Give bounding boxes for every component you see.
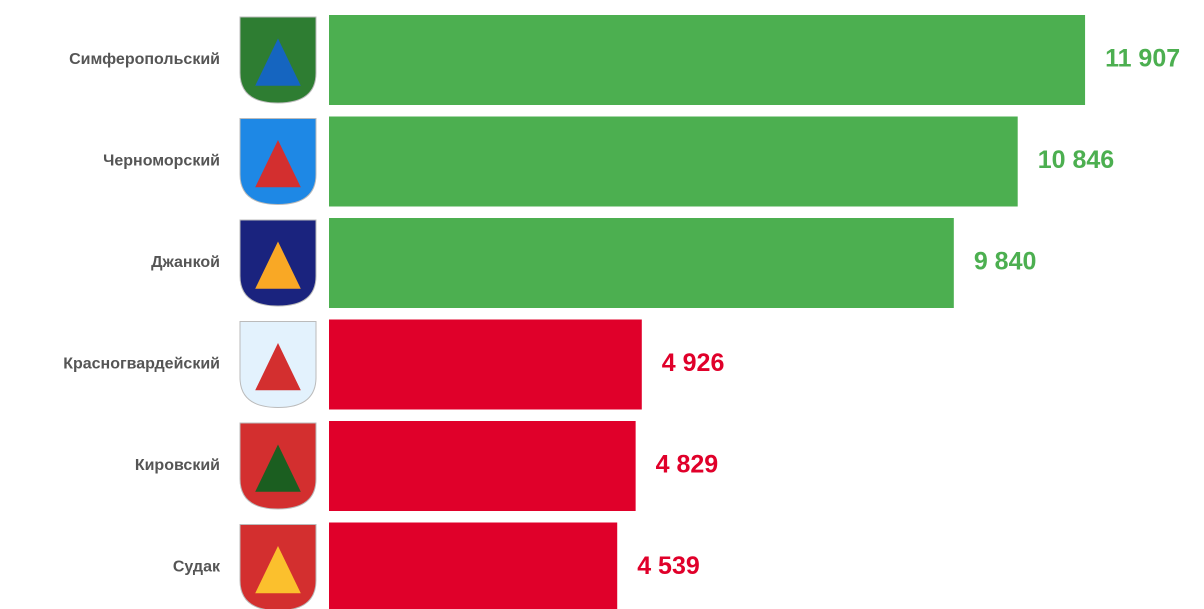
bar bbox=[329, 116, 1018, 207]
category-label: Черноморский bbox=[103, 153, 220, 170]
bar bbox=[329, 522, 618, 609]
category-label: Кировский bbox=[135, 457, 220, 474]
category-label: Красногвардейский bbox=[63, 356, 220, 373]
value-label: 4 926 bbox=[662, 349, 725, 377]
bar bbox=[329, 421, 636, 511]
bar bbox=[329, 15, 1086, 105]
value-label: 10 846 bbox=[1038, 146, 1114, 174]
coat-of-arms-detail bbox=[255, 38, 301, 86]
value-label: 9 840 bbox=[974, 248, 1037, 276]
bar bbox=[329, 319, 642, 410]
bar bbox=[329, 218, 954, 308]
value-label: 4 829 bbox=[656, 451, 719, 479]
category-label: Симферопольский bbox=[69, 51, 220, 68]
coat-of-arms-detail bbox=[255, 444, 301, 492]
value-label: 11 907 bbox=[1105, 45, 1180, 73]
category-label: Джанкой bbox=[151, 254, 220, 271]
coat-of-arms-detail bbox=[255, 140, 301, 188]
value-label: 4 539 bbox=[637, 552, 700, 580]
coat-of-arms-detail bbox=[255, 343, 301, 391]
coat-of-arms-detail bbox=[255, 241, 301, 289]
coat-of-arms-detail bbox=[255, 546, 301, 594]
category-label: Судак bbox=[173, 559, 221, 576]
